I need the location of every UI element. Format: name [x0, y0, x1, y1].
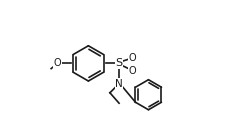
Text: S: S [115, 58, 123, 68]
Text: O: O [54, 58, 62, 68]
Text: N: N [115, 79, 123, 89]
Text: O: O [128, 66, 136, 76]
Text: O: O [128, 53, 136, 63]
